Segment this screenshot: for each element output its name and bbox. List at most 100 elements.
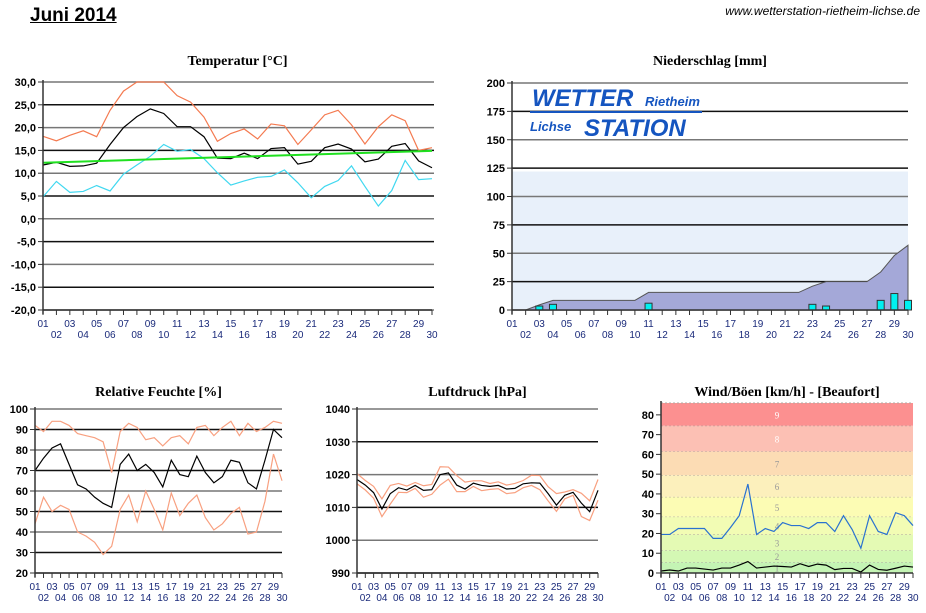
x-tick-label: 19 [752,319,764,330]
x-tick-label: 05 [64,582,76,593]
series-mean-line [42,108,433,169]
x-tick-label: 13 [198,319,210,330]
y-tick-label: 15,0 [15,145,36,157]
x-tick-label: 14 [212,330,224,341]
x-tick-label: 09 [98,582,110,593]
x-tick-label: 18 [174,593,186,604]
x-tick-label: 05 [690,582,702,593]
beaufort-label: 6 [775,482,780,492]
y-tick-label: 80 [642,410,654,422]
series-mean-line [356,472,599,513]
x-tick-label: 25 [864,582,876,593]
y-tick-label: 90 [16,425,28,437]
y-tick-label: 1010 [326,502,350,514]
x-tick-label: 27 [568,582,580,593]
logo-rietheim: Rietheim [645,94,700,109]
beaufort-label: 4 [775,522,780,532]
x-tick-label: 20 [821,593,833,604]
x-tick-label: 02 [664,593,676,604]
x-tick-label: 06 [393,593,405,604]
y-tick-label: 25,0 [15,100,36,112]
x-tick-label: 20 [292,330,304,341]
x-tick-label: 29 [899,582,911,593]
beaufort-label: 3 [775,538,780,548]
x-tick-label: 22 [208,593,220,604]
logo-station: STATION [584,115,686,142]
x-tick-label: 16 [239,330,251,341]
x-tick-label: 22 [319,330,331,341]
x-tick-label: 08 [716,593,728,604]
beaufort-label: 2 [775,552,780,562]
y-tick-label: 25 [493,277,505,289]
series-mean-line [34,428,283,509]
y-tick-label: 175 [487,106,505,118]
logo-wetter: WETTER [532,85,634,112]
x-tick-label: 08 [131,330,143,341]
x-tick-label: 23 [534,582,546,593]
beaufort-band [661,550,913,563]
x-tick-label: 16 [476,593,488,604]
x-tick-label: 16 [157,593,169,604]
y-tick-label: 20 [16,568,28,580]
logo-lichse: Lichse [530,119,571,134]
x-tick-label: 10 [629,330,641,341]
y-tick-label: 10 [642,548,654,560]
x-tick-label: 20 [766,330,778,341]
y-tick-label: 5,0 [21,191,36,203]
y-tick-label: 1040 [326,404,350,416]
x-tick-label: 17 [725,319,737,330]
y-tick-label: -5,0 [17,237,36,249]
x-tick-label: 14 [140,593,152,604]
x-tick-label: 25 [551,582,563,593]
x-tick-label: 02 [51,330,63,341]
y-tick-label: 60 [642,449,654,461]
y-tick-label: 40 [642,489,654,501]
x-tick-label: 21 [518,582,530,593]
x-tick-label: 15 [468,582,480,593]
beaufort-label: 7 [775,459,780,469]
y-tick-label: 20,0 [15,123,36,135]
x-tick-label: 09 [418,582,430,593]
chart-title: Relative Feuchte [%] [95,385,222,400]
x-tick-label: 18 [265,330,277,341]
y-tick-label: -15,0 [11,282,36,294]
precipitation-bar [548,303,557,311]
y-tick-label: 70 [642,430,654,442]
x-tick-label: 15 [777,582,789,593]
chart-3: Luftdruck [hPa]1040103010201010100099001… [326,385,604,604]
x-tick-label: 11 [435,582,446,593]
y-tick-label: -20,0 [11,305,36,317]
x-tick-label: 01 [37,319,49,330]
x-tick-label: 24 [225,593,237,604]
x-tick-label: 24 [543,593,555,604]
x-tick-label: 20 [509,593,521,604]
y-tick-label: 0 [648,568,654,580]
x-tick-label: 23 [807,319,819,330]
chart-2: Relative Feuchte [%]10090807060504030200… [10,385,288,604]
beaufort-band [661,475,913,497]
precipitation-bar [644,302,653,311]
x-tick-label: 01 [655,582,667,593]
x-tick-label: 17 [166,582,178,593]
x-tick-label: 22 [526,593,538,604]
x-tick-label: 28 [890,593,902,604]
x-tick-label: 22 [793,330,805,341]
x-tick-label: 03 [534,319,546,330]
x-tick-label: 29 [413,319,425,330]
website-url[interactable]: www.wetterstation-rietheim-lichse.de [725,4,920,18]
x-tick-label: 06 [72,593,84,604]
x-tick-label: 13 [760,582,772,593]
x-tick-label: 01 [351,582,363,593]
x-tick-label: 25 [834,319,846,330]
y-tick-label: 20 [642,528,654,540]
x-tick-label: 18 [739,330,751,341]
x-tick-label: 14 [459,593,471,604]
x-tick-label: 10 [106,593,118,604]
x-tick-label: 13 [451,582,463,593]
y-tick-label: 80 [16,445,28,457]
x-tick-label: 02 [38,593,50,604]
x-tick-label: 30 [592,593,604,604]
x-tick-label: 21 [306,319,318,330]
series-gusts-line [661,483,914,551]
